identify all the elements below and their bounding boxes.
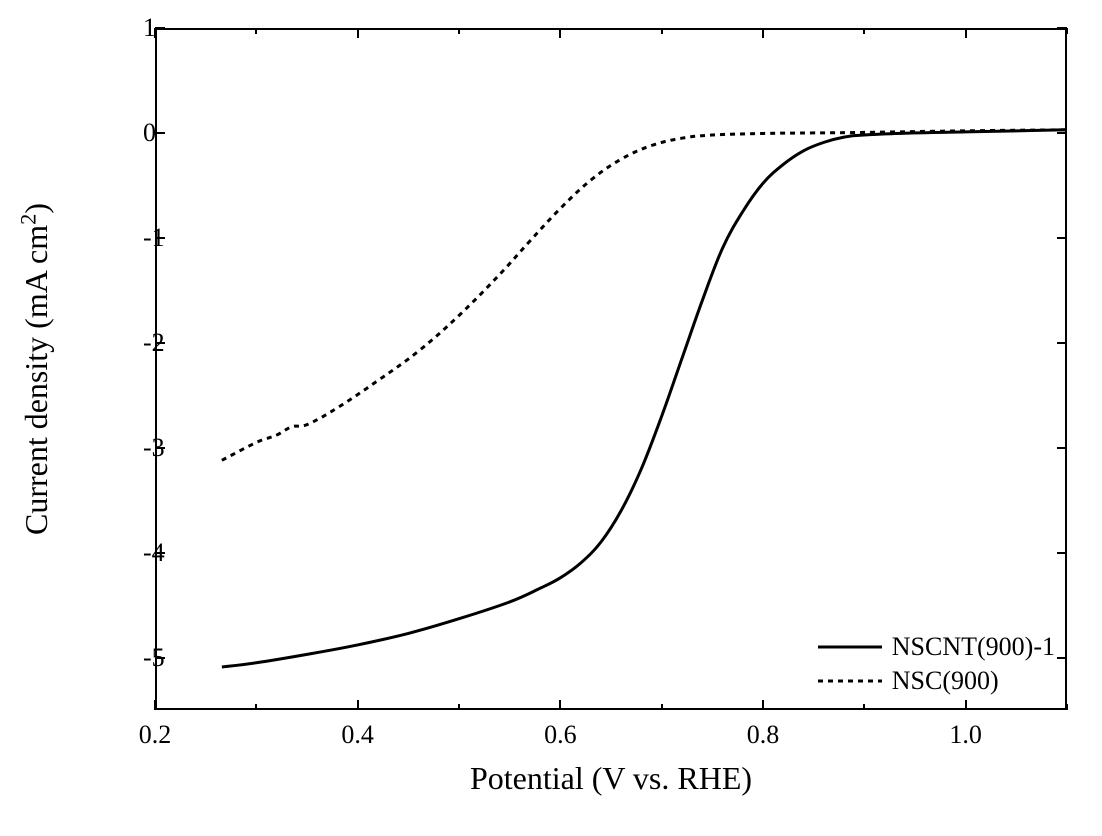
y-axis-title-sup: 2 (15, 214, 40, 225)
x-tick-label: 0.6 (544, 720, 577, 750)
x-axis-title-text: Potential (V vs. RHE) (470, 760, 752, 796)
x-tick-major-top (965, 28, 967, 38)
x-tick-major-bottom (154, 700, 156, 710)
legend-label: NSC(900) (892, 666, 999, 696)
y-tick-major-right (1057, 342, 1067, 344)
series-line-nscnt900-1 (222, 130, 1067, 667)
legend-swatch-nsc900 (818, 671, 882, 691)
series-line-nsc900 (222, 130, 1067, 461)
y-tick-major-left (155, 27, 165, 29)
y-tick-major-right (1057, 552, 1067, 554)
x-tick-label: 0.2 (139, 720, 172, 750)
x-axis-title: Potential (V vs. RHE) (470, 760, 752, 797)
x-tick-minor-bottom (458, 704, 460, 710)
legend-label: NSCNT(900)-1 (892, 632, 1055, 662)
chart-svg (0, 0, 1102, 836)
x-tick-minor-bottom (863, 704, 865, 710)
x-tick-minor-bottom (661, 704, 663, 710)
x-tick-minor-top (863, 28, 865, 34)
x-tick-major-top (762, 28, 764, 38)
x-tick-major-bottom (357, 700, 359, 710)
legend-swatch-nscnt900-1 (818, 637, 882, 657)
x-tick-label: 0.8 (747, 720, 780, 750)
y-axis-title-prefix: Current density (mA cm (18, 225, 54, 535)
legend: NSCNT(900)-1 NSC(900) (818, 630, 1055, 698)
x-tick-label: 1.0 (949, 720, 982, 750)
x-tick-minor-top (255, 28, 257, 34)
legend-row-nsc900: NSC(900) (818, 664, 1055, 698)
y-tick-major-right (1057, 237, 1067, 239)
x-tick-major-bottom (762, 700, 764, 710)
x-tick-minor-top (661, 28, 663, 34)
figure: 0.20.40.60.81.0-5-4-3-2-101 Potential (V… (0, 0, 1102, 836)
x-tick-major-bottom (965, 700, 967, 710)
y-tick-major-left (155, 132, 165, 134)
y-axis-title: Current density (mA cm2) (18, 203, 55, 535)
y-tick-major-right (1057, 27, 1067, 29)
y-tick-major-right (1057, 447, 1067, 449)
x-tick-minor-bottom (1066, 704, 1068, 710)
x-tick-major-top (357, 28, 359, 38)
y-tick-major-right (1057, 132, 1067, 134)
x-tick-minor-top (458, 28, 460, 34)
y-axis-title-suffix: ) (18, 203, 54, 214)
x-tick-label: 0.4 (341, 720, 374, 750)
x-tick-minor-bottom (255, 704, 257, 710)
y-tick-major-right (1057, 657, 1067, 659)
x-tick-major-top (559, 28, 561, 38)
legend-row-nscnt900-1: NSCNT(900)-1 (818, 630, 1055, 664)
x-tick-major-bottom (559, 700, 561, 710)
